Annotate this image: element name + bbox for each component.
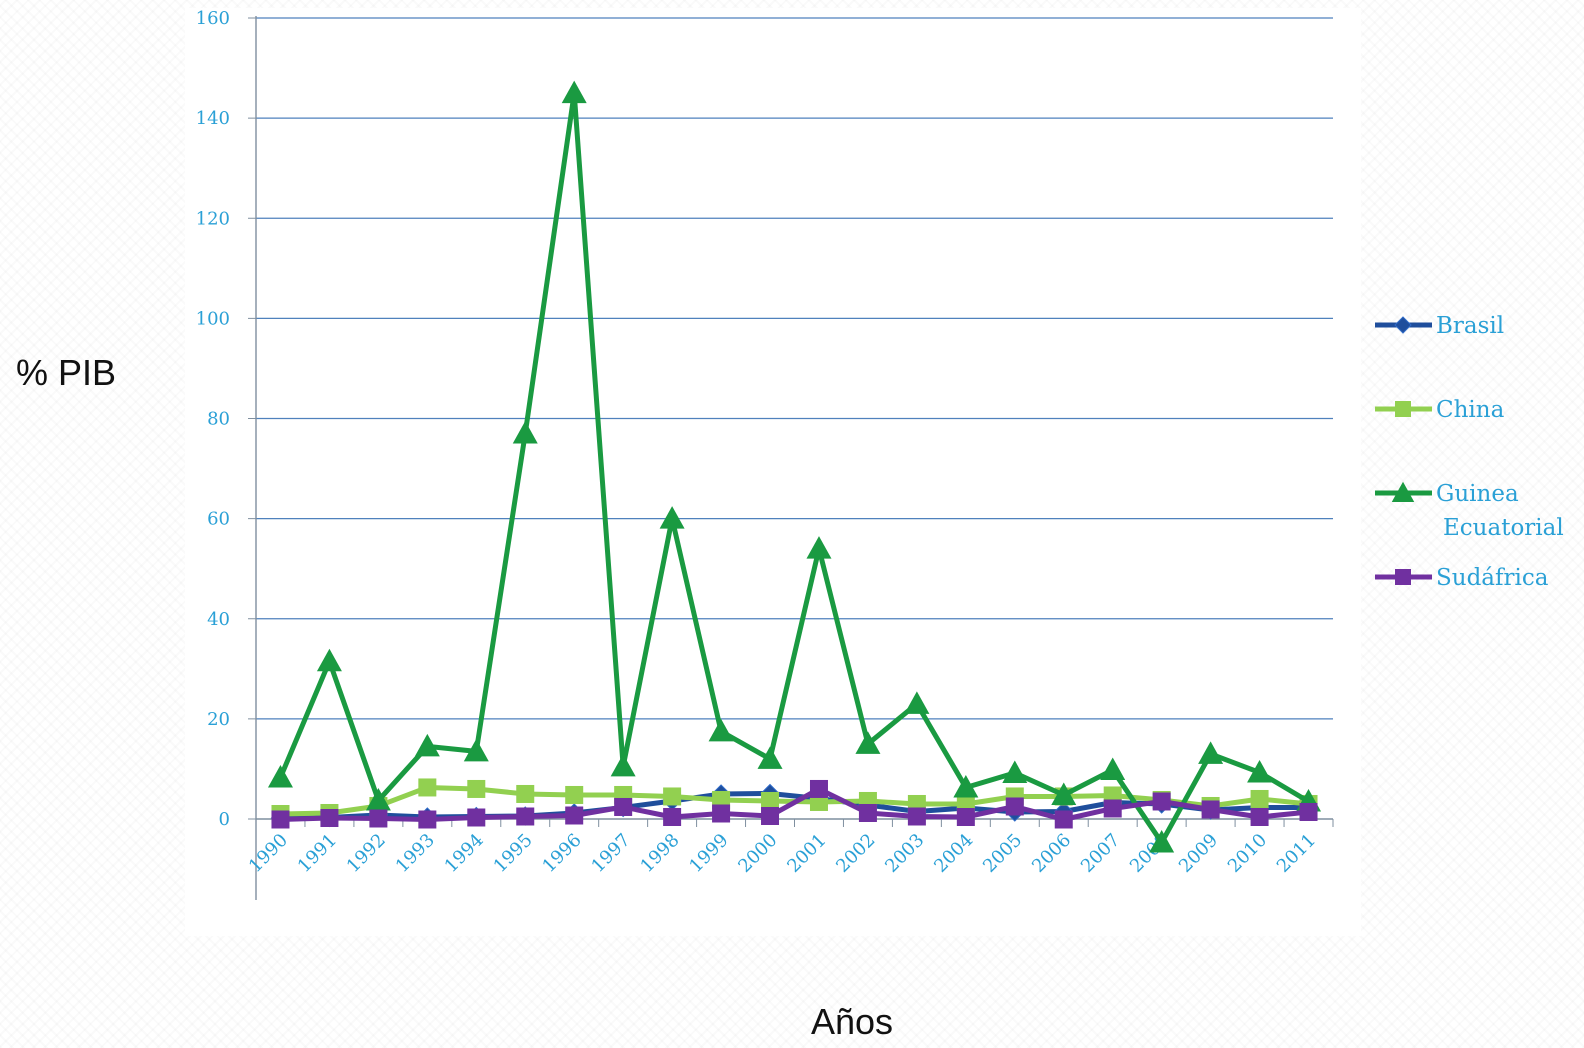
- data-point: [858, 803, 877, 822]
- data-point: [907, 807, 926, 826]
- data-point: [267, 764, 293, 788]
- data-point: [1247, 759, 1273, 783]
- series-2: [267, 80, 1322, 853]
- data-point: [565, 785, 584, 804]
- data-point: [953, 774, 979, 798]
- legend-item: China: [1375, 397, 1505, 423]
- series-line: [280, 786, 1309, 823]
- data-point: [1391, 481, 1415, 502]
- data-point: [316, 648, 342, 672]
- y-tick-label: 120: [196, 208, 230, 229]
- data-point: [1103, 799, 1122, 818]
- legend-item: Guinea Ecuatorial: [1375, 481, 1564, 541]
- data-point: [1299, 802, 1318, 821]
- data-point: [663, 787, 682, 806]
- data-point: [463, 738, 489, 762]
- data-point: [855, 731, 881, 754]
- x-axis-title: Años: [811, 1001, 893, 1042]
- plot-background: [185, 8, 1361, 936]
- data-point: [1054, 810, 1073, 829]
- series-group: [267, 80, 1322, 853]
- legend-label: Guinea Ecuatorial: [1436, 481, 1564, 541]
- data-point: [467, 779, 486, 798]
- data-point: [761, 806, 780, 825]
- data-point: [414, 733, 440, 757]
- data-point: [1250, 789, 1269, 808]
- legend-item: Sudáfrica: [1375, 565, 1549, 591]
- data-point: [1395, 401, 1411, 417]
- data-point: [1395, 569, 1411, 585]
- data-point: [1201, 800, 1220, 819]
- y-tick-labels: 0 20 40 60 80 100 120 140 160: [196, 8, 230, 830]
- data-point: [610, 753, 636, 777]
- y-tick-label: 20: [207, 709, 230, 730]
- y-tick-label: 40: [207, 609, 230, 630]
- data-point: [712, 804, 731, 823]
- data-point: [614, 797, 633, 816]
- data-point: [1005, 797, 1024, 816]
- gridlines: [256, 17, 1333, 720]
- series-3: [271, 779, 1318, 829]
- data-point: [1100, 757, 1126, 780]
- data-point: [1149, 830, 1175, 853]
- data-point: [516, 807, 535, 826]
- data-point: [1198, 741, 1224, 764]
- legend-label: Brasil: [1436, 313, 1504, 339]
- legend-label-line: Ecuatorial: [1443, 515, 1564, 541]
- data-point: [757, 746, 783, 769]
- legend-label-line: Guinea: [1436, 481, 1519, 507]
- data-point: [1002, 760, 1028, 783]
- data-point: [806, 536, 832, 559]
- data-point: [516, 784, 535, 803]
- data-point: [271, 810, 290, 829]
- data-point: [561, 80, 587, 104]
- data-point: [512, 421, 538, 444]
- data-point: [418, 810, 437, 829]
- data-point: [565, 806, 584, 825]
- y-tick-label: 100: [196, 308, 230, 329]
- data-point: [320, 808, 339, 827]
- legend-item: Brasil: [1375, 313, 1504, 339]
- legend: Brasil China Guinea Ecuatorial Sudáfrica: [1375, 313, 1564, 591]
- y-tick-label: 160: [196, 8, 230, 29]
- y-axis-title: % PIB: [16, 352, 116, 393]
- data-point: [761, 791, 780, 810]
- data-point: [467, 808, 486, 827]
- data-point: [809, 779, 828, 798]
- data-point: [1051, 782, 1077, 805]
- data-point: [956, 807, 975, 826]
- data-point: [418, 778, 437, 797]
- data-point: [712, 790, 731, 809]
- y-tick-label: 80: [207, 409, 230, 430]
- data-point: [904, 691, 930, 714]
- data-point: [1152, 792, 1171, 811]
- legend-label: China: [1436, 397, 1505, 423]
- y-tick-label: 60: [207, 509, 230, 530]
- y-tick-label: 140: [196, 108, 230, 129]
- data-point: [1394, 316, 1412, 334]
- data-point: [659, 506, 685, 529]
- data-point: [369, 809, 388, 828]
- data-point: [708, 718, 734, 742]
- data-point: [365, 787, 391, 811]
- y-tick-label: 0: [219, 809, 230, 830]
- legend-label: Sudáfrica: [1436, 565, 1549, 591]
- data-point: [1250, 807, 1269, 826]
- data-point: [663, 807, 682, 826]
